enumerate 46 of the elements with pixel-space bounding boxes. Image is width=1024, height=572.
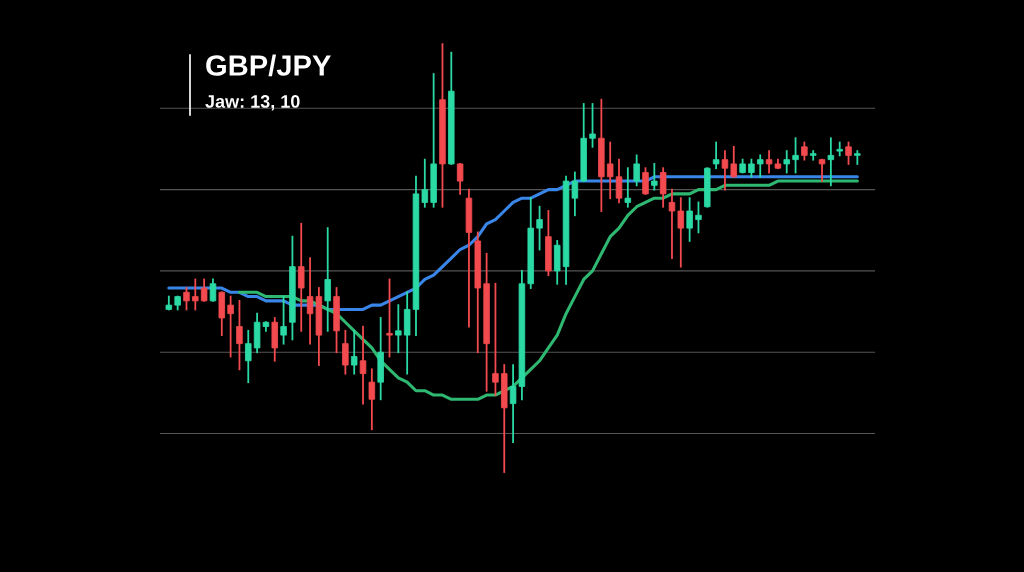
candlestick [730,145,738,178]
candlestick [324,227,331,332]
candlestick [633,154,640,187]
candlestick [200,278,208,302]
candlestick [659,167,667,208]
candlestick [589,103,596,148]
candlestick [227,295,234,358]
candlestick [783,150,790,174]
candlestick [536,205,543,251]
candlestick [386,278,393,358]
candlestick [712,141,720,170]
candlestick [686,197,693,242]
candlestick [421,158,429,208]
candlestick [827,137,835,187]
candlestick [359,325,367,405]
candlestick [280,295,287,345]
candlestick [350,329,358,375]
candlestick [854,150,861,165]
candlestick [342,329,349,375]
candlestick [236,299,243,371]
candlestick [668,188,676,259]
candlestick [677,197,685,268]
candlestick [624,167,632,208]
candlestick [651,163,658,191]
candlestick [297,222,305,332]
candlestick [615,158,623,204]
candlestick [642,167,649,195]
candlestick [245,329,252,384]
candlestick [845,141,852,165]
candlestick [818,158,826,182]
candlestick [395,304,402,354]
candlestick [192,278,199,311]
candlestick [606,141,614,200]
candlestick [456,163,464,195]
candlestick [792,137,799,174]
candlestick [836,141,843,157]
candlestick [183,287,190,311]
candlestick [368,368,376,431]
candlestick [809,150,817,161]
candlestick [695,201,702,234]
candlestick [492,282,499,396]
candlestick [209,278,217,302]
candlestick [757,154,764,178]
chart-title: GBP/JPY [206,54,331,77]
text: Jaw: 13, 10 [205,95,300,111]
candlestick [721,150,729,191]
